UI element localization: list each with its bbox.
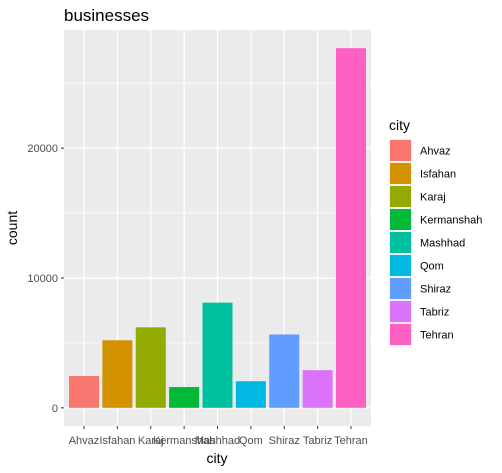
legend-swatch-mashhad (390, 232, 411, 253)
legend-swatch-kermanshah (390, 209, 411, 230)
legend-label: Mashhad (420, 238, 465, 250)
chart-title: businesses (64, 6, 149, 25)
legend-label: Qom (420, 261, 444, 273)
legend-title: city (389, 117, 410, 133)
legend-label: Tehran (420, 330, 454, 342)
legend-label: Isfahan (420, 169, 456, 181)
x-tick-label: Shiraz (269, 435, 300, 447)
legend: city Ahvaz Isfahan Karaj Kermanshah Mashhad Q… (389, 117, 482, 346)
bar-isfahan (102, 340, 133, 408)
y-tick-label: 10000 (27, 273, 58, 285)
x-tick-label: Ahvaz (69, 435, 100, 447)
bar-mashhad (202, 302, 233, 408)
x-tick-label: Tabriz (303, 435, 332, 447)
legend-swatch-tehran (390, 324, 411, 345)
legend-label: Kermanshah (420, 215, 482, 227)
x-tick-label: Kermanshah (153, 435, 215, 447)
bars (69, 48, 366, 408)
legend-swatch-shiraz (390, 278, 411, 299)
legend-swatch-isfahan (390, 163, 411, 184)
legend-swatch-tabriz (390, 301, 411, 322)
y-tick-label: 0 (52, 403, 58, 415)
x-tick-label: Karaj (138, 435, 164, 447)
legend-swatch-ahvaz (390, 140, 411, 161)
legend-label: Tabriz (420, 307, 449, 319)
legend-swatch-karaj (390, 186, 411, 207)
legend-label: Shiraz (420, 284, 451, 296)
bar-kermanshah (169, 387, 200, 408)
x-tick-label: Mashhad (195, 435, 240, 447)
x-tick-label: Isfahan (99, 435, 135, 447)
x-axis-title: city (207, 450, 228, 466)
y-axis: 0 10000 20000 (27, 143, 64, 415)
bar-ahvaz (69, 376, 100, 408)
bar-qom (235, 381, 266, 408)
y-tick-label: 20000 (27, 143, 58, 155)
bar-tabriz (302, 370, 333, 408)
x-tick-label: Tehran (334, 435, 368, 447)
bar-karaj (135, 327, 166, 408)
bar-tehran (335, 48, 366, 408)
legend-swatch-qom (390, 255, 411, 276)
y-axis-title: count (4, 211, 20, 245)
legend-label: Karaj (420, 192, 446, 204)
x-tick-label: Qom (239, 435, 263, 447)
bar-shiraz (269, 334, 300, 408)
legend-label: Ahvaz (420, 146, 451, 158)
